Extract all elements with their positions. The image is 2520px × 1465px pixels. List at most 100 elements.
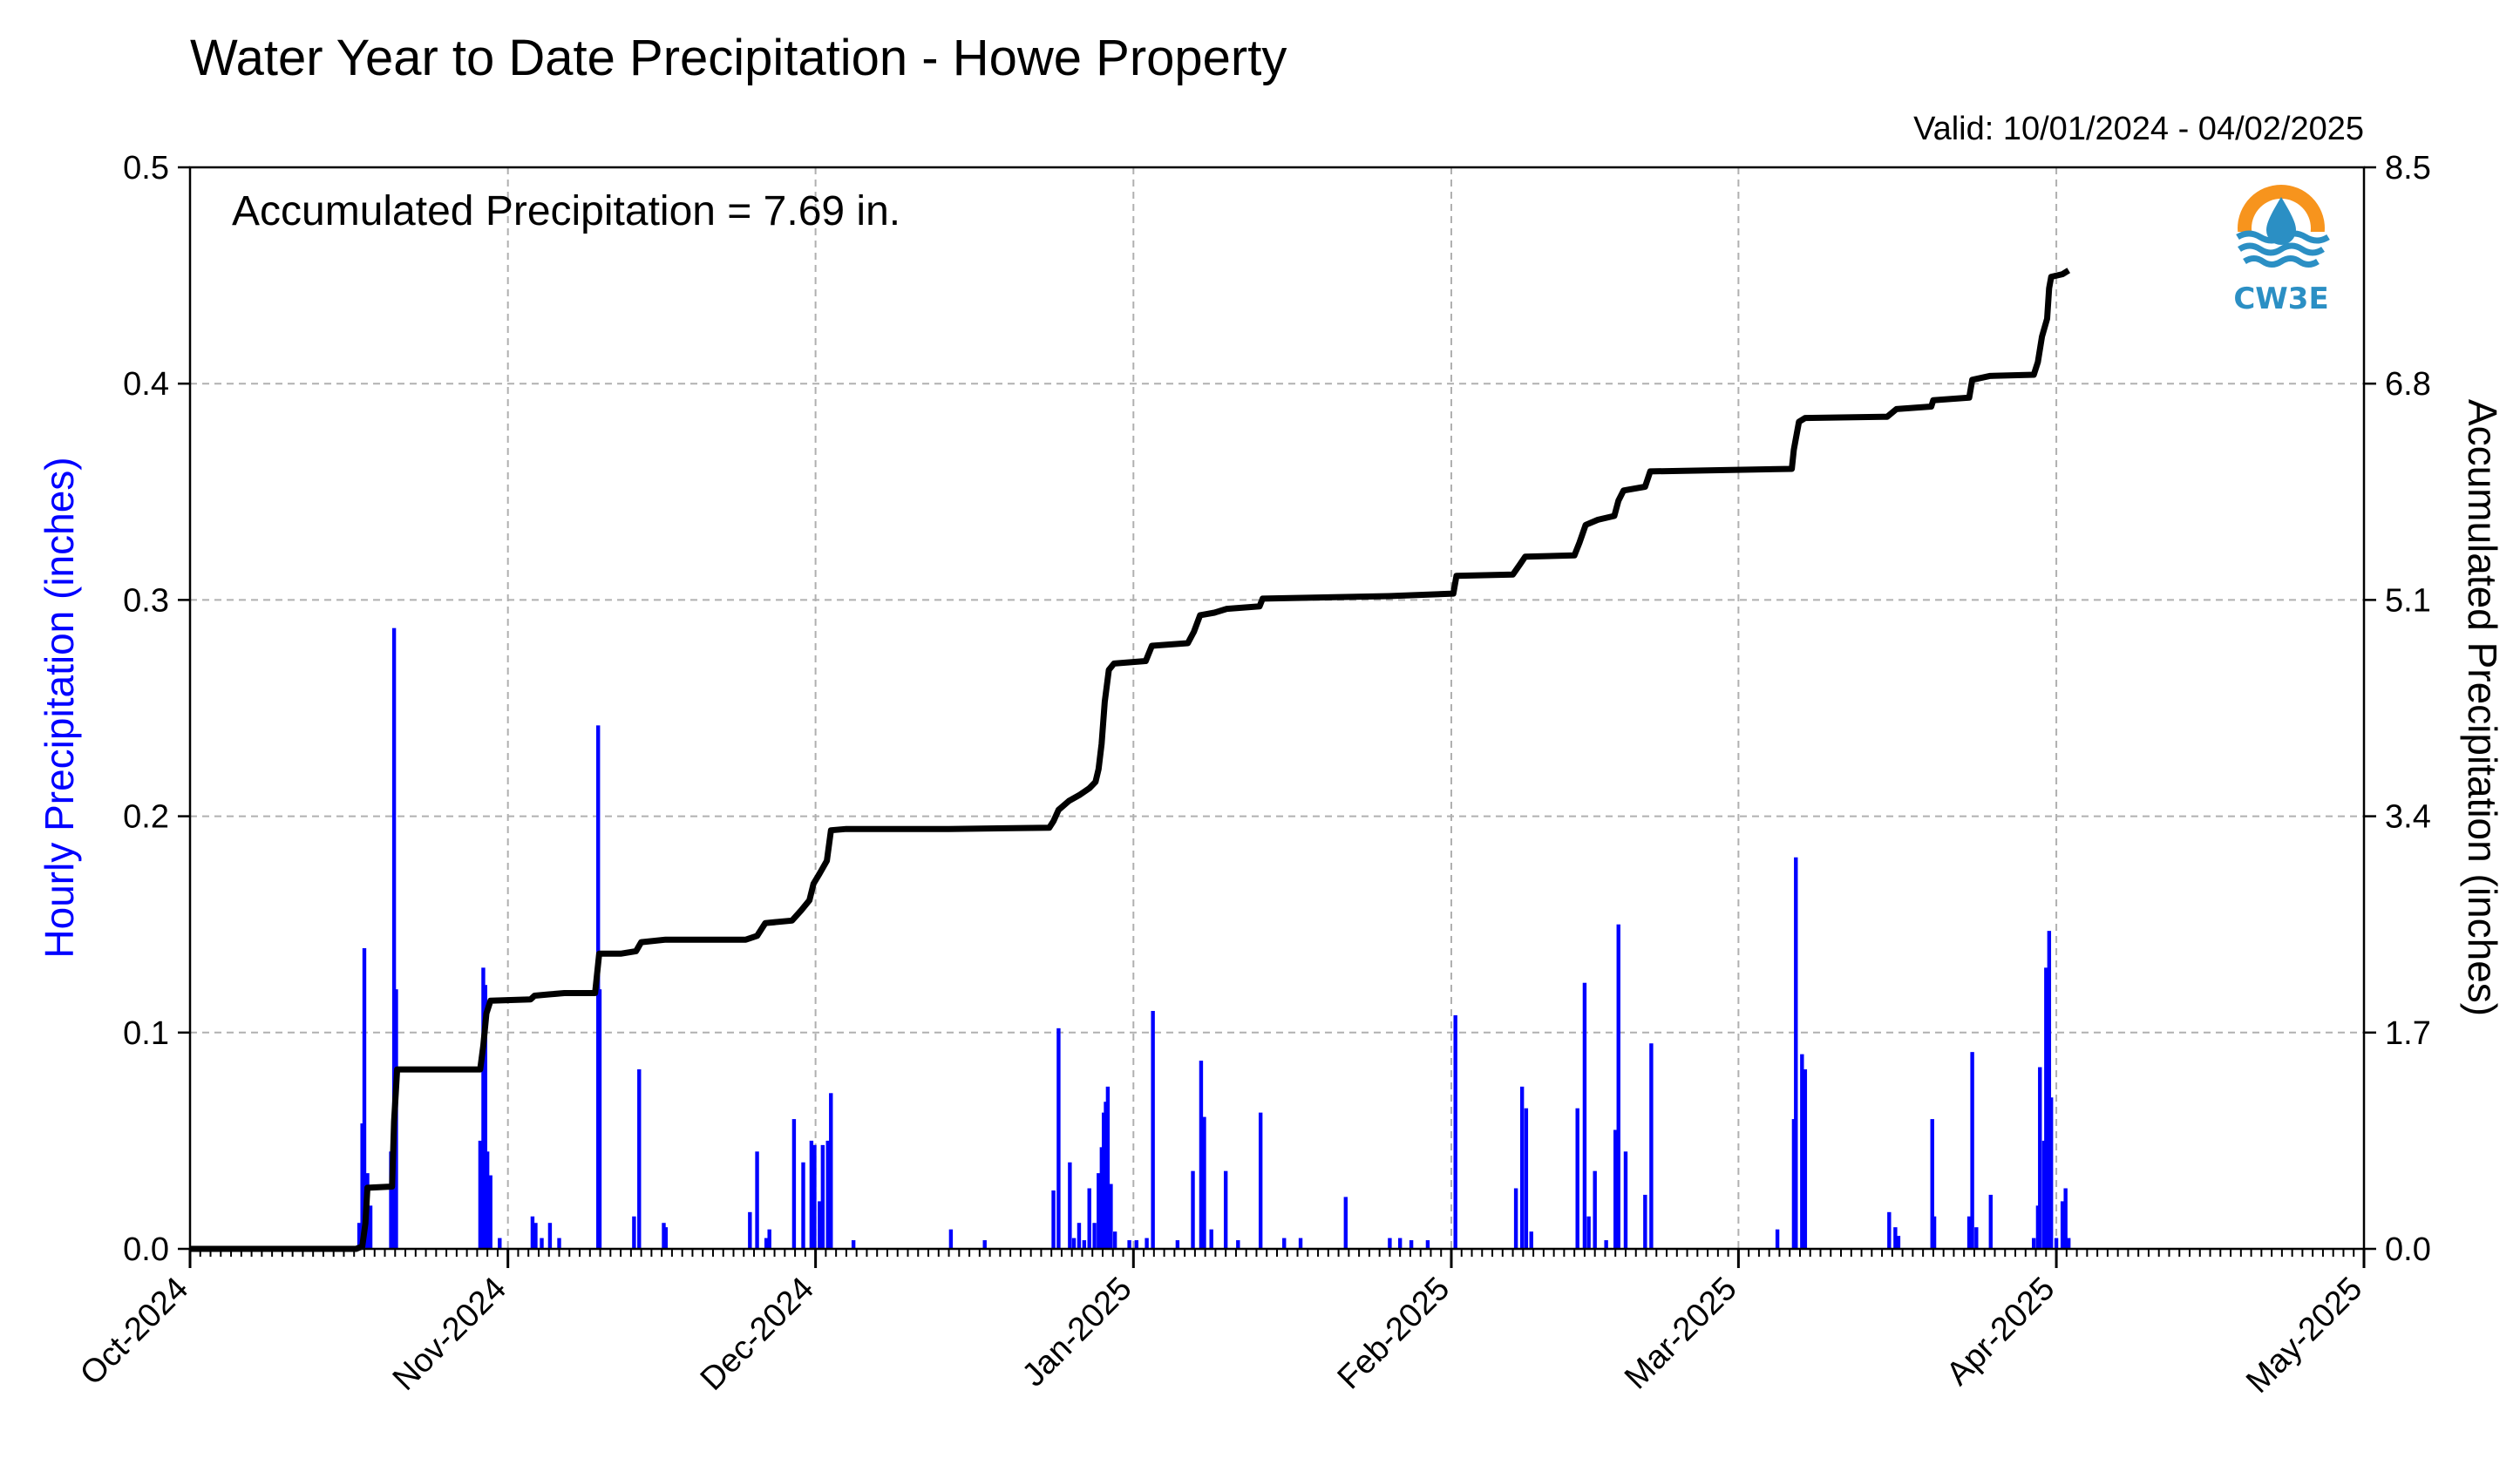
hourly-bar: [948, 1229, 954, 1249]
hourly-bar: [1616, 924, 1620, 1249]
hourly-bar: [791, 1119, 797, 1249]
hourly-bar: [1343, 1197, 1348, 1249]
hourly-bar: [1513, 1188, 1518, 1249]
hourly-bar: [533, 1223, 538, 1249]
hourly-bar: [1623, 1151, 1628, 1249]
hourly-bar: [1896, 1236, 1901, 1249]
hourly-bar: [764, 1238, 769, 1249]
hourly-bar: [982, 1240, 987, 1249]
hourly-bar: [1223, 1170, 1228, 1249]
hourly-bar: [1112, 1231, 1117, 1249]
hourly-bar: [2066, 1238, 2071, 1249]
hourly-bar: [829, 1093, 833, 1249]
left-axis: 0.0 0.1 0.2 0.3 0.4 0.5: [123, 150, 190, 1268]
left-tick-label: 0.3: [123, 582, 169, 619]
hourly-bar: [1209, 1229, 1213, 1249]
hourly-bar: [357, 1223, 362, 1249]
left-tick-label: 0.0: [123, 1231, 169, 1268]
hourly-bar: [1199, 1061, 1204, 1249]
hourly-bar: [389, 1151, 393, 1249]
hourly-bar: [498, 1238, 502, 1249]
hourly-bar: [2035, 1205, 2041, 1249]
hourly-bar: [1388, 1238, 1392, 1249]
x-tick-label: Nov-2024: [386, 1271, 513, 1398]
hourly-bar: [1529, 1231, 1533, 1249]
hourly-bar: [547, 1223, 553, 1249]
hourly-bar: [818, 1201, 822, 1249]
x-tick-label: May-2025: [2239, 1271, 2369, 1401]
hourly-bars: [357, 627, 2071, 1249]
x-tick-label: Feb-2025: [1331, 1271, 1457, 1397]
hourly-bar: [1575, 1108, 1579, 1249]
hourly-bar: [1524, 1108, 1529, 1249]
hourly-bar: [637, 1068, 642, 1249]
hourly-bar: [362, 948, 367, 1249]
hourly-bar: [820, 1144, 825, 1249]
hourly-bar: [1966, 1216, 1972, 1249]
hourly-bar: [825, 1140, 830, 1249]
hourly-bar: [809, 1140, 814, 1249]
hourly-bar: [748, 1211, 752, 1249]
hourly-bar: [1236, 1240, 1240, 1249]
hourly-bar: [1791, 1119, 1797, 1249]
hourly-bar: [1643, 1194, 1647, 1249]
hourly-bar: [662, 1223, 666, 1249]
hourly-bar: [1191, 1170, 1195, 1249]
hourly-bar: [1051, 1190, 1056, 1249]
hourly-bar: [488, 1175, 492, 1249]
hourly-bar: [1887, 1211, 1892, 1249]
hourly-bar: [1099, 1147, 1104, 1249]
hourly-bar: [360, 1123, 364, 1249]
left-tick-label: 0.2: [123, 799, 169, 836]
hourly-bar: [2041, 1140, 2047, 1249]
chart-title: Water Year to Date Precipitation - Howe …: [190, 30, 1287, 86]
accumulated-line: [190, 268, 2071, 1252]
hourly-bar: [1803, 1068, 1808, 1249]
hourly-bar: [2038, 1067, 2042, 1249]
hourly-bar: [2047, 931, 2052, 1249]
hourly-bar: [1092, 1223, 1097, 1249]
hourly-bar: [1409, 1240, 1414, 1249]
hourly-bar: [1145, 1238, 1149, 1249]
plot-frame: [188, 166, 2366, 1251]
hourly-bar: [1101, 1112, 1106, 1249]
hourly-bar: [1970, 1052, 1974, 1249]
hourly-bar: [1298, 1238, 1303, 1249]
x-tick-label: Jan-2025: [1015, 1271, 1139, 1394]
droplet-icon: [2266, 197, 2296, 245]
hourly-bar: [1974, 1227, 1979, 1249]
hourly-bar: [1097, 1173, 1101, 1249]
hourly-bar: [2048, 1097, 2054, 1249]
x-tick-label: Dec-2024: [694, 1271, 821, 1398]
cw3e-logo: CW3E: [2233, 185, 2330, 316]
hourly-bar: [1068, 1162, 1072, 1249]
hourly-bar: [1586, 1216, 1591, 1249]
right-axis: 0.0 1.7 3.4 5.1 6.8 8.5: [2364, 150, 2431, 1268]
valid-range: Valid: 10/01/2024 - 04/02/2025: [1913, 111, 2364, 147]
hourly-bar: [2054, 1238, 2059, 1249]
right-tick-label: 0.0: [2385, 1231, 2431, 1268]
hourly-bar: [755, 1151, 759, 1249]
hourly-bar: [1202, 1116, 1206, 1249]
hourly-bar: [1794, 857, 1798, 1249]
hourly-bar: [483, 985, 488, 1249]
hourly-bar: [1397, 1238, 1403, 1249]
x-tick-label: Apr-2025: [1939, 1271, 2062, 1393]
grid: [190, 167, 2364, 1249]
x-axis: Oct-2024 Nov-2024 Dec-2024 Jan-2025 Feb-2025…: [73, 1249, 2369, 1401]
hourly-bar: [1175, 1240, 1180, 1249]
hourly-bar: [540, 1238, 544, 1249]
hourly-bar: [1082, 1240, 1087, 1249]
hourly-bar: [2060, 1201, 2065, 1249]
left-tick-label: 0.5: [123, 150, 169, 187]
hourly-bar: [1071, 1238, 1077, 1249]
hourly-bar: [1453, 1014, 1457, 1249]
hourly-bar: [1613, 1129, 1618, 1249]
hourly-bar: [1258, 1112, 1263, 1249]
right-axis-label: Accumulated Precipitation (inches): [2460, 399, 2505, 1016]
hourly-bar: [1109, 1184, 1113, 1249]
hourly-bar: [1425, 1240, 1430, 1249]
hourly-bar: [632, 1216, 636, 1249]
hourly-bar: [1930, 1119, 1934, 1249]
hourly-bar: [1104, 1102, 1108, 1249]
